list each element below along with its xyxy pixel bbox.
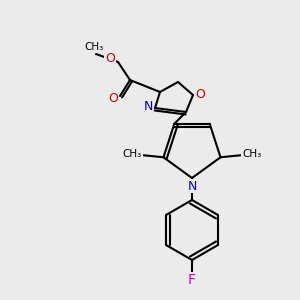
Text: CH₃: CH₃ xyxy=(123,149,142,159)
Text: methoxy: methoxy xyxy=(91,48,97,50)
Text: N: N xyxy=(187,179,197,193)
Text: CH₃: CH₃ xyxy=(84,42,104,52)
Text: O: O xyxy=(108,92,118,106)
Text: O: O xyxy=(105,52,115,64)
Text: CH₃: CH₃ xyxy=(242,149,261,159)
Text: O: O xyxy=(195,88,205,100)
Text: F: F xyxy=(188,273,196,287)
Text: N: N xyxy=(143,100,153,113)
